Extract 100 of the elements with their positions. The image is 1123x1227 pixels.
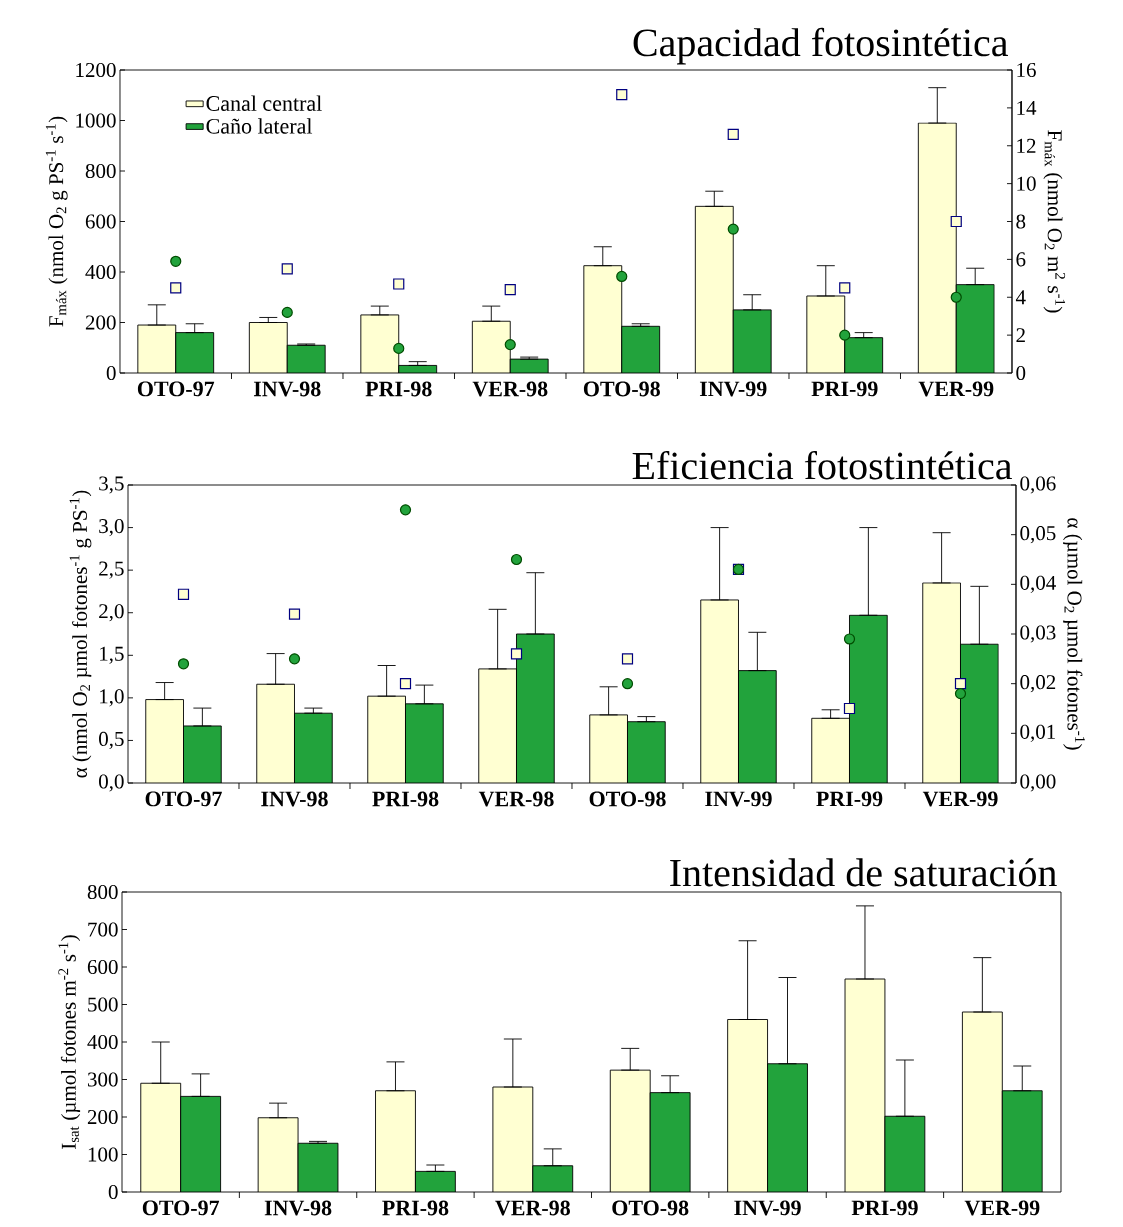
bar bbox=[249, 322, 288, 374]
x-tick-label: INV-98 bbox=[264, 1200, 332, 1216]
point bbox=[839, 282, 851, 294]
chart-title: Capacidad fotosintética bbox=[633, 27, 1008, 65]
chart-title: Eficiencia fotostintética bbox=[632, 450, 1012, 480]
x-tick-label: PRI-98 bbox=[365, 381, 432, 397]
y2-tick-label: 0,05 bbox=[1020, 526, 1056, 544]
y-tick-label: 0 bbox=[106, 365, 116, 381]
bar bbox=[589, 714, 628, 784]
point bbox=[954, 678, 967, 690]
y-tick-label: 1000 bbox=[76, 113, 116, 128]
point bbox=[281, 306, 293, 319]
bar bbox=[610, 1070, 651, 1193]
y-tick-label: 200 bbox=[85, 315, 116, 330]
point bbox=[843, 702, 856, 715]
y2-tick-label: 2 bbox=[1016, 328, 1025, 343]
y2-tick-label: 0,06 bbox=[1020, 476, 1056, 494]
point bbox=[399, 504, 412, 516]
point bbox=[393, 342, 405, 354]
x-tick-label: OTO-98 bbox=[612, 1200, 689, 1216]
x-tick-label: PRI-98 bbox=[372, 791, 439, 807]
x-tick-label: VER-99 bbox=[964, 1200, 1040, 1216]
bar bbox=[767, 1063, 808, 1193]
y2-tick-label: 16 bbox=[1017, 62, 1036, 78]
bar bbox=[492, 1087, 533, 1193]
y-tick-label: 400 bbox=[85, 264, 116, 280]
point bbox=[281, 263, 293, 275]
x-tick-label: OTO-97 bbox=[137, 381, 215, 397]
point bbox=[621, 653, 634, 665]
x-tick-label: OTO-98 bbox=[583, 381, 660, 397]
text: F$_{máx}$ (nmol O$_{2}$ m$^{2}$ s$^{-1}$) bbox=[1043, 130, 1066, 313]
y-tick-label: 1,5 bbox=[100, 646, 124, 664]
point bbox=[504, 284, 516, 296]
y-tick-label: 2,0 bbox=[99, 604, 124, 622]
bar bbox=[140, 1083, 181, 1193]
y2-tick-label: 0,01 bbox=[1020, 724, 1056, 742]
point bbox=[843, 633, 856, 645]
y-tick-label: 2,5 bbox=[99, 561, 124, 579]
point bbox=[727, 223, 739, 235]
y-tick-label: 3,0 bbox=[99, 518, 124, 537]
bar bbox=[258, 1117, 299, 1193]
bar bbox=[621, 326, 660, 374]
x-tick-label: PRI-99 bbox=[811, 381, 878, 397]
y2-tick-label: 0,02 bbox=[1020, 675, 1056, 693]
point bbox=[504, 339, 516, 351]
x-tick-label: VER-99 bbox=[922, 791, 998, 807]
y2-tick-label: 10 bbox=[1017, 176, 1036, 191]
x-tick-label: OTO-97 bbox=[145, 791, 222, 807]
y2-tick-label: 14 bbox=[1017, 100, 1037, 115]
y-axis-title: I$_{sat}$ (µmol fotones m$^{-2}$ s$^{-1}$) bbox=[58, 935, 81, 1149]
y2-tick-label: 0,03 bbox=[1020, 625, 1056, 643]
y-tick-label: 200 bbox=[87, 1109, 118, 1125]
point bbox=[839, 329, 851, 341]
x-tick-label: VER-99 bbox=[918, 381, 994, 397]
legend-label: Caño lateral bbox=[206, 118, 313, 134]
bar bbox=[145, 699, 184, 784]
bar bbox=[532, 1165, 573, 1193]
point bbox=[616, 270, 628, 283]
y2-axis-title: α (µmol O$_{2}$ µmol fotones$^{-1}$) bbox=[1063, 518, 1085, 750]
point bbox=[616, 89, 628, 101]
bar bbox=[175, 332, 214, 374]
y-tick-label: 600 bbox=[87, 959, 118, 975]
point bbox=[177, 658, 190, 670]
y2-tick-label: 6 bbox=[1016, 252, 1026, 267]
x-tick-label: PRI-99 bbox=[816, 791, 883, 807]
bar bbox=[961, 1011, 1003, 1193]
bar bbox=[287, 345, 326, 374]
bar bbox=[845, 979, 885, 1193]
point bbox=[170, 282, 182, 294]
chart-title: Intensidad de saturación bbox=[670, 858, 1057, 887]
y-tick-label: 500 bbox=[88, 997, 118, 1012]
bar bbox=[1001, 1090, 1043, 1193]
bar bbox=[650, 1092, 691, 1193]
bar bbox=[256, 683, 295, 784]
bar bbox=[180, 1096, 221, 1193]
y-tick-label: 800 bbox=[87, 884, 118, 900]
bar bbox=[733, 309, 772, 374]
point bbox=[288, 608, 301, 620]
bar bbox=[472, 321, 511, 374]
x-tick-label: OTO-98 bbox=[589, 791, 666, 807]
bar bbox=[700, 599, 739, 784]
x-tick-label: INV-99 bbox=[705, 791, 772, 807]
point bbox=[288, 653, 301, 665]
y-tick-label: 0,0 bbox=[99, 774, 124, 792]
point bbox=[950, 215, 962, 228]
x-tick-label: VER-98 bbox=[472, 381, 548, 397]
y2-tick-label: 0,04 bbox=[1020, 575, 1056, 593]
bar bbox=[727, 1019, 768, 1193]
x-tick-label: INV-99 bbox=[699, 381, 767, 397]
point bbox=[510, 648, 523, 660]
point bbox=[399, 678, 412, 690]
y2-tick-label: 0 bbox=[1016, 365, 1026, 381]
bar bbox=[375, 1090, 416, 1193]
x-tick-label: PRI-99 bbox=[851, 1200, 918, 1216]
y-tick-label: 300 bbox=[87, 1072, 118, 1087]
y2-tick-label: 12 bbox=[1017, 138, 1036, 153]
legend-label: Canal central bbox=[206, 95, 322, 111]
bar bbox=[884, 1116, 925, 1193]
x-tick-label: INV-99 bbox=[734, 1200, 801, 1216]
text: F$_{máx}$ (nmol O$_{2}$ g PS$^{-1}$ s$^{-1}$) bbox=[45, 116, 68, 327]
